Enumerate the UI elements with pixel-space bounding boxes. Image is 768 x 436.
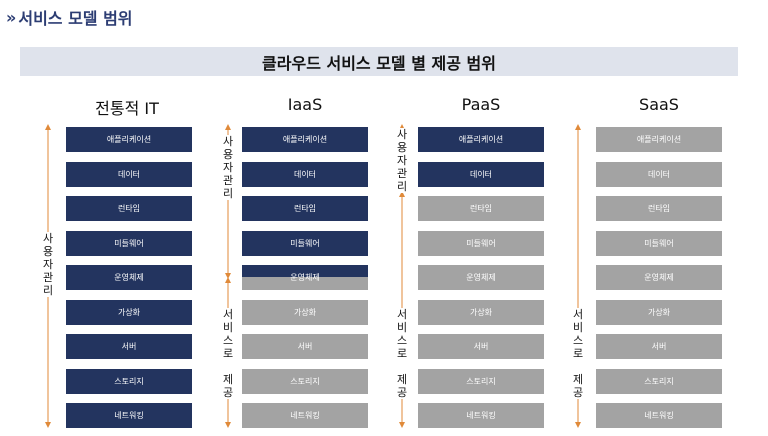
- stack-block-paas-5: 운영체제: [418, 265, 544, 290]
- stack-block-saas-3: 런타임: [596, 196, 722, 221]
- stack-block-traditional-it-9: 네트워킹: [66, 403, 192, 428]
- stack-block-paas-1: 애플리케이션: [418, 127, 544, 152]
- stack-block-iaas-6: 가상화: [242, 300, 368, 325]
- stack-block-saas-6: 가상화: [596, 300, 722, 325]
- stack-block-saas-2: 데이터: [596, 162, 722, 187]
- stack-block-iaas-2: 데이터: [242, 162, 368, 187]
- stack-block-saas-9: 네트워킹: [596, 403, 722, 428]
- column-title-saas: SaaS: [639, 95, 679, 114]
- stack-block-paas-2: 데이터: [418, 162, 544, 187]
- stack-block-iaas-4: 미들웨어: [242, 231, 368, 256]
- stack-block-saas-5: 운영체제: [596, 265, 722, 290]
- stack-block-traditional-it-3: 런타임: [66, 196, 192, 221]
- section-heading-text: 서비스 모델 범위: [18, 9, 133, 28]
- stack-block-traditional-it-4: 미들웨어: [66, 231, 192, 256]
- stack-block-traditional-it-7: 서버: [66, 334, 192, 359]
- double-chevron-icon: »: [6, 7, 16, 27]
- stack-block-iaas-3: 런타임: [242, 196, 368, 221]
- stack-block-traditional-it-2: 데이터: [66, 162, 192, 187]
- stack-block-iaas-8: 스토리지: [242, 369, 368, 394]
- stack-block-paas-6: 가상화: [418, 300, 544, 325]
- stack-block-saas-4: 미들웨어: [596, 231, 722, 256]
- column-title-traditional-it: 전통적 IT: [95, 99, 159, 118]
- stack-block-traditional-it-1: 애플리케이션: [66, 127, 192, 152]
- stack-block-iaas-7: 서버: [242, 334, 368, 359]
- stack-block-saas-8: 스토리지: [596, 369, 722, 394]
- column-title-paas: PaaS: [461, 95, 501, 114]
- stack-block-paas-9: 네트워킹: [418, 403, 544, 428]
- diagram-banner: 클라우드 서비스 모델 별 제공 범위: [20, 47, 738, 76]
- stack-block-paas-7: 서버: [418, 334, 544, 359]
- stack-block-saas-1: 애플리케이션: [596, 127, 722, 152]
- stack-block-traditional-it-6: 가상화: [66, 300, 192, 325]
- stack-block-paas-8: 스토리지: [418, 369, 544, 394]
- stack-block-iaas-1: 애플리케이션: [242, 127, 368, 152]
- stack-block-traditional-it-5: 운영체제: [66, 265, 192, 290]
- stack-block-paas-3: 런타임: [418, 196, 544, 221]
- section-heading: » 서비스 모델 범위: [6, 5, 133, 29]
- stack-block-iaas-5: 운영체제: [242, 265, 368, 290]
- column-title-iaas: IaaS: [287, 95, 323, 114]
- stack-block-saas-7: 서버: [596, 334, 722, 359]
- stack-block-traditional-it-8: 스토리지: [66, 369, 192, 394]
- stack-block-paas-4: 미들웨어: [418, 231, 544, 256]
- stack-block-iaas-9: 네트워킹: [242, 403, 368, 428]
